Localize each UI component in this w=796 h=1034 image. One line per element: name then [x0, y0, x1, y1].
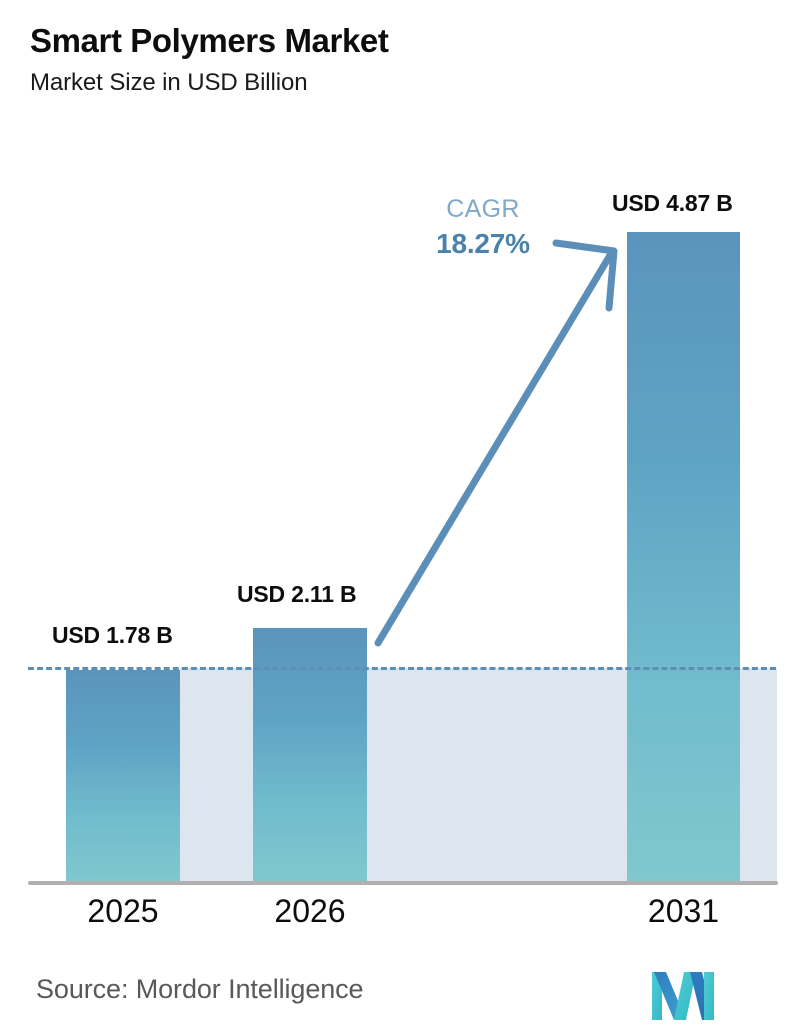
bar-2031[interactable]: [627, 232, 740, 882]
category-label-2031: 2031: [647, 893, 720, 929]
cagr-label: CAGR: [446, 195, 520, 223]
value-label-2026: USD 2.11 B: [237, 581, 357, 607]
x-axis-line: [28, 881, 778, 885]
value-label-2025: USD 1.78 B: [52, 622, 173, 648]
growth-arrow-icon: [374, 239, 618, 647]
category-label-2026: 2026: [274, 893, 346, 929]
background-column: [740, 668, 777, 882]
mordor-intelligence-logo-icon: [652, 972, 714, 1020]
chart-footer: Source: Mordor Intelligence: [0, 968, 796, 1034]
source-attribution: Source: Mordor Intelligence: [36, 974, 364, 1004]
cagr-annotation: CAGR 18.27%: [398, 195, 568, 261]
background-column: [180, 668, 253, 882]
cagr-value: 18.27%: [436, 227, 530, 259]
reference-line-dashed: [28, 667, 776, 670]
page-title: Smart Polymers Market: [30, 22, 389, 59]
bar-2025[interactable]: [66, 670, 180, 882]
category-label-2025: 2025: [87, 893, 159, 929]
value-label-2031: USD 4.87 B: [612, 190, 733, 216]
chart-header: Smart Polymers Market Market Size in USD…: [30, 22, 770, 98]
bar-2026[interactable]: [253, 628, 367, 882]
chart-subtitle: Market Size in USD Billion: [30, 68, 308, 96]
background-column: [367, 668, 627, 882]
